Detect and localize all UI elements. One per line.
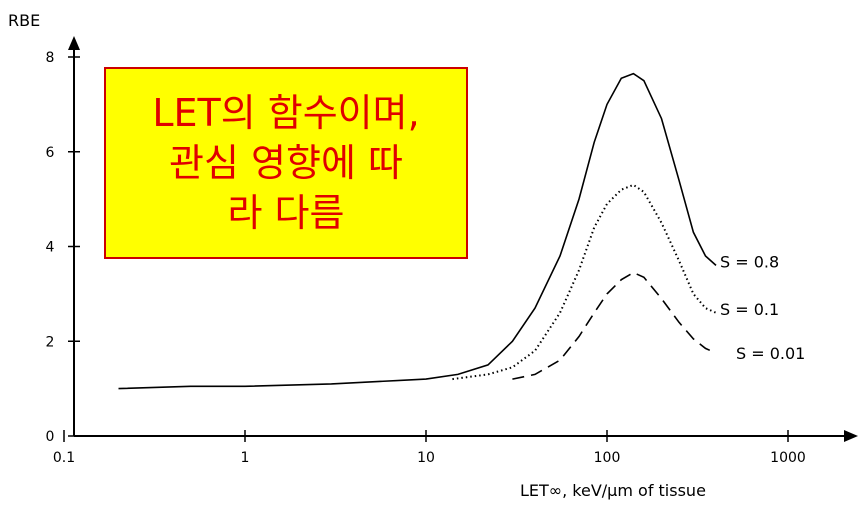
x-axis-title: LET∞, keV/μm of tissue [520,481,706,500]
x-tick-label: 0.1 [53,450,75,466]
series-line-1 [452,183,717,381]
y-axis-title: RBE [8,11,40,30]
y-tick-label: 2 [46,334,55,350]
y-tick-label: 4 [46,240,55,256]
series-line-0 [118,72,717,390]
series-label-2: S = 0.01 [736,344,805,363]
y-tick-label: 0 [46,429,55,445]
callout-box: LET의 함수이며, 관심 영향에 따 라 다름 [104,67,468,259]
x-tick-label: 1000 [770,450,806,466]
x-axis-arrow [844,430,858,442]
x-tick-label: 100 [594,450,621,466]
x-tick-label: 10 [417,450,435,466]
series-line-2 [512,271,717,380]
y-axis-arrow [68,36,80,50]
series-label-0: S = 0.8 [720,252,779,271]
series-label-1: S = 0.1 [720,300,779,319]
callout-text: LET의 함수이며, 관심 영향에 따 라 다름 [152,91,420,235]
y-tick-label: 8 [46,50,55,66]
x-tick-label: 1 [241,450,250,466]
y-tick-label: 6 [46,145,55,161]
